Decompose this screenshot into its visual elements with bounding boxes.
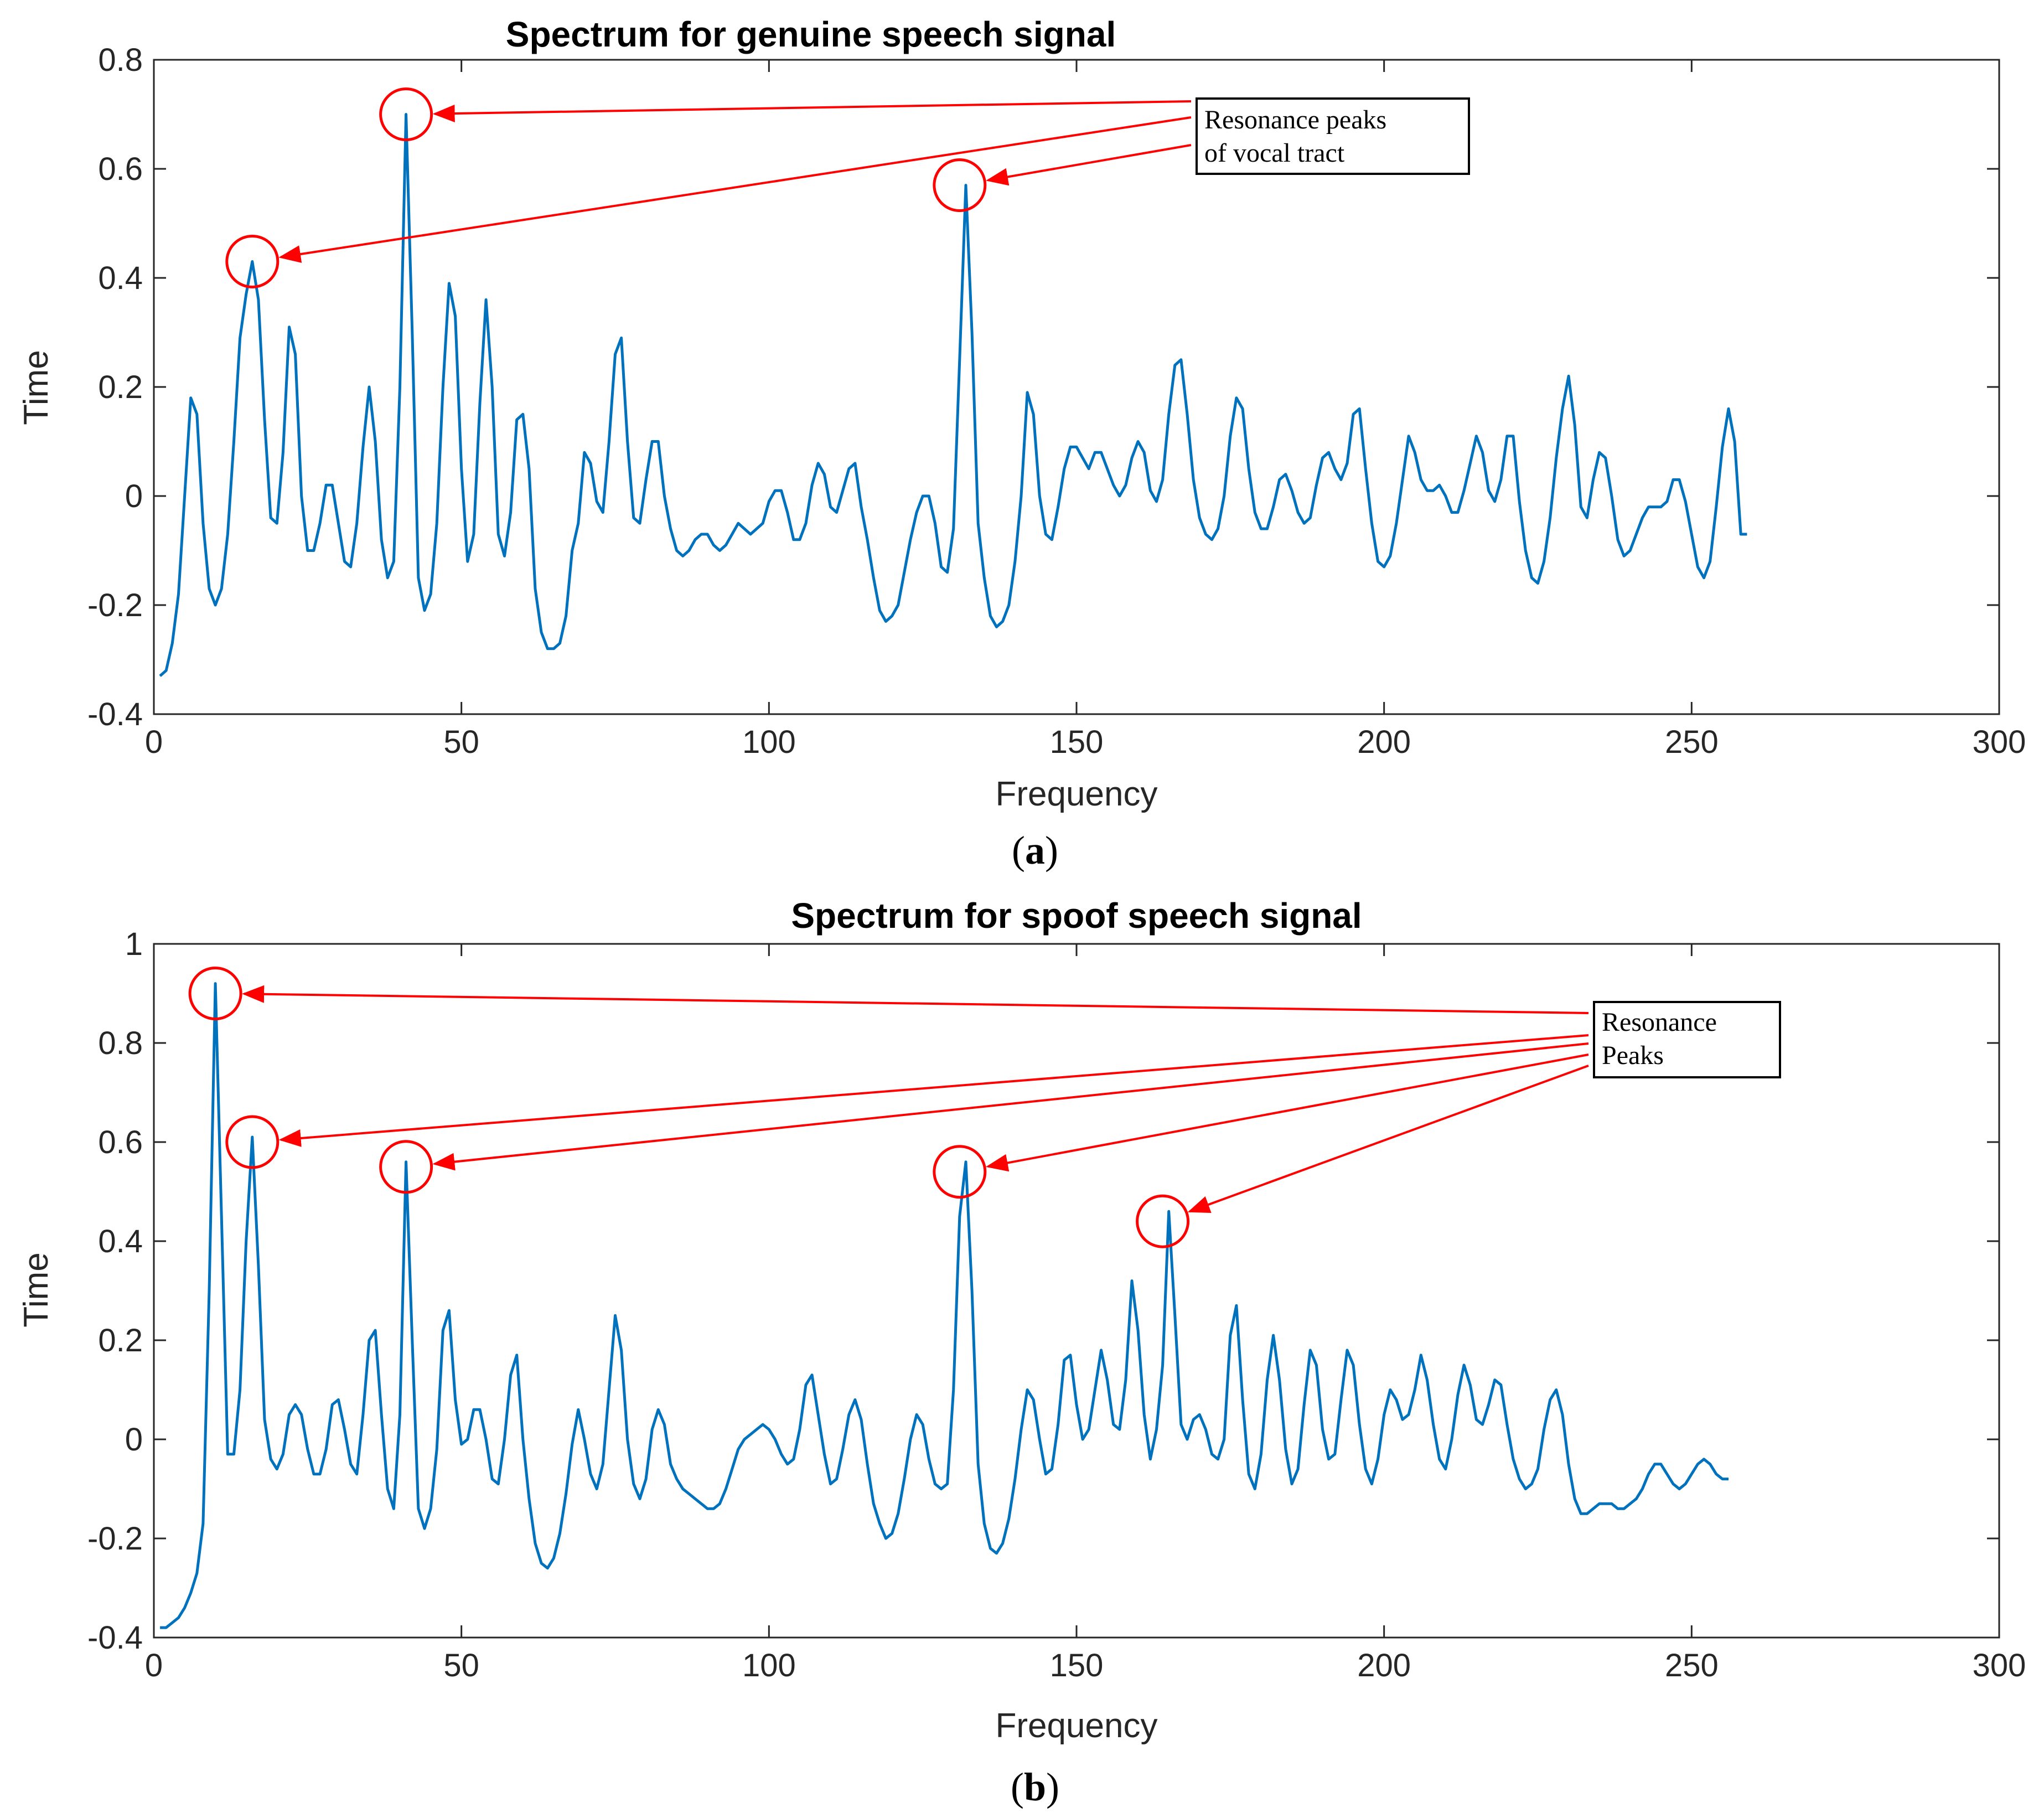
panel-a-callout-line-1: Resonance peaks <box>1204 105 1386 135</box>
panel-b-y-tick-label: -0.2 <box>87 1521 143 1557</box>
panel-a-y-tick-label: 0.4 <box>98 260 143 296</box>
panel-a-series-line <box>159 113 1747 677</box>
panel-b-y-tick-label: 0.4 <box>98 1223 143 1259</box>
panel-b-peak-marker <box>188 967 242 1020</box>
panel-a-x-tick-label: 100 <box>742 724 796 760</box>
panel-b-x-tick-label: 100 <box>742 1647 796 1683</box>
panel-b-callout: Resonance Peaks <box>188 967 1781 1248</box>
panel-b-title: Spectrum for spoof speech signal <box>791 896 1362 936</box>
panel-b-x-tick-label: 300 <box>1973 1647 2026 1683</box>
panel-a-x-tick-label: 150 <box>1050 724 1104 760</box>
panel-b-callout-line-2: Peaks <box>1602 1041 1664 1070</box>
panel-a-y-tick-label: 0.6 <box>98 151 143 187</box>
panel-b-caption: (b) <box>1011 1765 1059 1809</box>
panel-a-y-tick-label: -0.4 <box>87 696 143 732</box>
panel-b-peak-marker <box>225 1115 280 1169</box>
panel-b-y-tick-label: 0.8 <box>98 1025 143 1061</box>
panel-b-y-tick-label: 0.6 <box>98 1124 143 1160</box>
panel-a-x-tick-label: 0 <box>145 724 163 760</box>
panel-b-callout-arrow <box>278 1034 1589 1147</box>
panel-b-callout-line-1: Resonance <box>1602 1008 1717 1037</box>
panel-b-callout-arrow <box>1187 1065 1589 1213</box>
panel-a-title: Spectrum for genuine speech signal <box>506 14 1116 54</box>
panel-a-peak-marker <box>933 158 987 213</box>
panel-a-x-tick-label: 250 <box>1665 724 1719 760</box>
panel-a-caption-letter: a <box>1025 828 1045 872</box>
panel-b-x-tick-label: 0 <box>145 1647 163 1683</box>
panel-b-x-tick-label: 150 <box>1050 1647 1104 1683</box>
panel-a-y-axis-label: Time <box>17 350 55 425</box>
panel-b-x-tick-label: 200 <box>1357 1647 1411 1683</box>
panel-a-x-axis-label: Frequency <box>996 775 1158 813</box>
panel-b-y-tick-label: -0.4 <box>87 1620 143 1656</box>
panel-a-y-tick-label: 0.2 <box>98 369 143 405</box>
panel-b-y-tick-label: 1 <box>125 926 143 962</box>
panel-b-callout-arrow <box>242 985 1589 1014</box>
panel-a-peak-marker <box>379 87 433 141</box>
panel-b-x-tick-label: 50 <box>443 1647 479 1683</box>
panel-b-x-tick-label: 250 <box>1665 1647 1719 1683</box>
panel-b-plot-area <box>160 982 1729 1629</box>
panel-b-peak-marker <box>933 1145 987 1199</box>
panel-b-series-line <box>160 982 1729 1629</box>
panel-b-peak-marker <box>379 1140 433 1194</box>
panel-a-plot-area <box>159 113 1747 677</box>
panel-b-x-axis-label: Frequency <box>996 1707 1158 1745</box>
panel-b-axes: 0 50 100 150 200 250 300 -0.4 -0.2 0 0.2 0.4 0.6 0.8 1 <box>87 926 2026 1683</box>
panel-a-peak-marker <box>225 234 280 288</box>
panel-a-callout-arrow <box>278 116 1192 263</box>
panel-a-callout-box <box>1196 97 1470 175</box>
panel-a-x-tick-label: 50 <box>443 724 479 760</box>
panel-b-callout-arrow <box>432 1042 1589 1171</box>
panel-a-x-tick-label: 200 <box>1357 724 1411 760</box>
panel-a-callout-line-2: of vocal tract <box>1204 138 1345 168</box>
panel-a-callout-arrow <box>432 100 1192 123</box>
panel-b-y-tick-label: 0.2 <box>98 1323 143 1359</box>
panel-a-y-tick-label: 0.8 <box>98 42 143 78</box>
panel-b-spoof-spectrum: Spectrum for spoof speech signal 0 50 100 1… <box>17 896 2026 1809</box>
panel-a-axes-frame <box>153 59 2000 715</box>
panel-b-caption-letter: b <box>1024 1765 1046 1809</box>
panel-b-callout-box <box>1593 1001 1781 1078</box>
panel-b-peak-marker <box>1136 1194 1190 1248</box>
panel-a-genuine-spectrum: Spectrum for genuine speech signal 0 50 10… <box>17 14 2026 872</box>
panel-a-x-tick-label: 300 <box>1973 724 2026 760</box>
panel-b-callout-arrow <box>986 1053 1589 1172</box>
panel-a-y-tick-label: 0 <box>125 478 143 514</box>
panel-a-y-tick-label: -0.2 <box>87 587 143 623</box>
panel-a-caption: (a) <box>1012 828 1058 872</box>
panel-b-y-tick-label: 0 <box>125 1422 143 1458</box>
panel-a-axes: 0 50 100 150 200 250 300 -0.4 -0.2 0 0.2 0.4 0.6 0.8 <box>87 42 2026 760</box>
panel-a-callout-arrow <box>986 144 1192 186</box>
panel-b-y-axis-label: Time <box>17 1252 55 1327</box>
